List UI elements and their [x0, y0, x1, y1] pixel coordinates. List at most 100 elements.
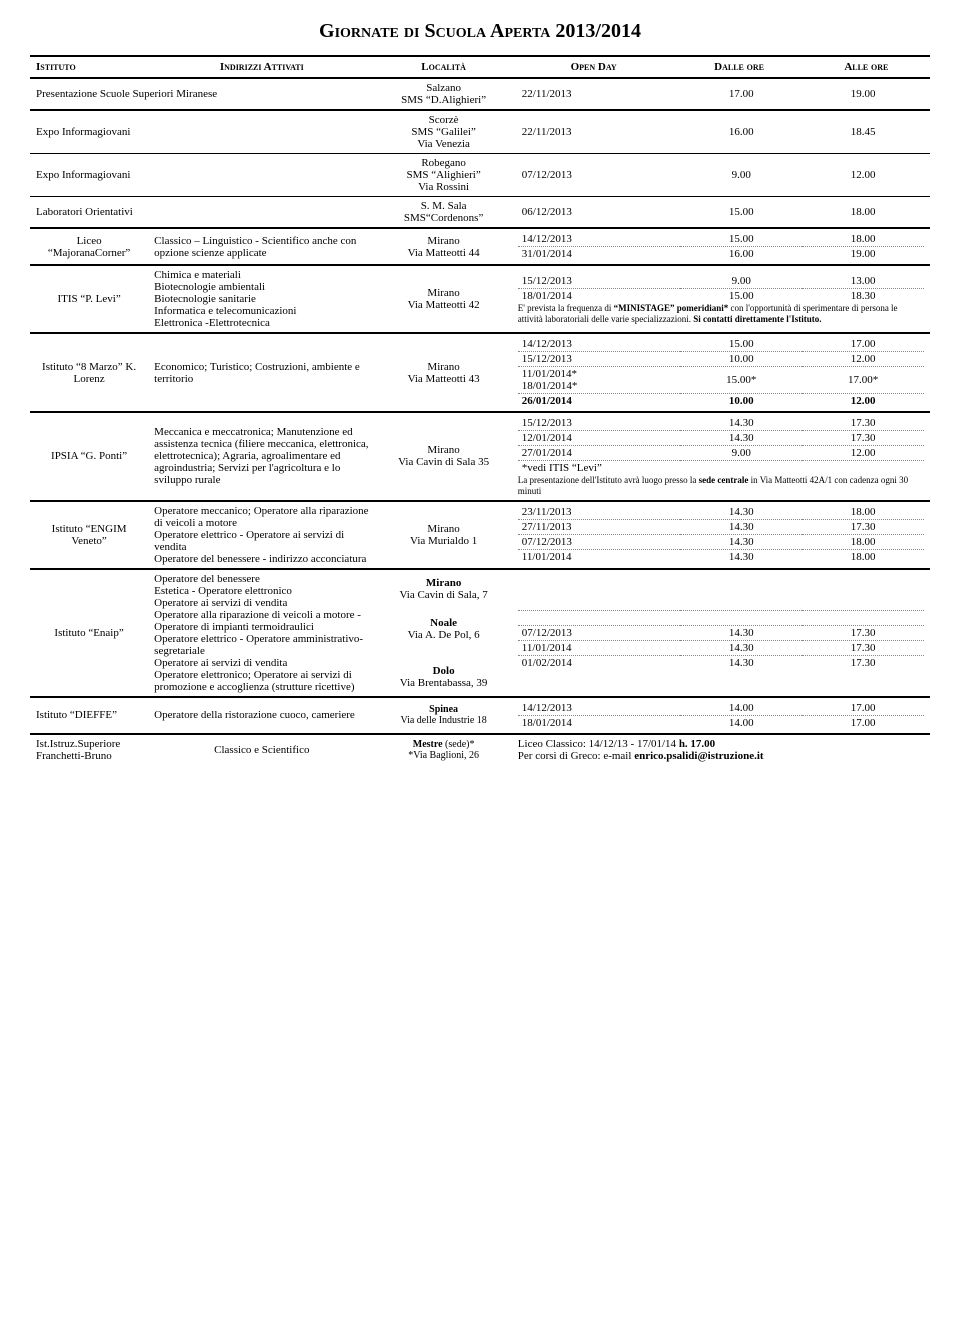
schedule: 23/11/201314.3018.0027/11/201314.3017.30… [518, 505, 924, 564]
schedule: 22/11/201317.0019.00 [518, 87, 924, 101]
cell-localita: S. M. SalaSMS“Cordenons” [375, 197, 511, 229]
cell-localita: MiranoVia Matteotti 42 [375, 265, 511, 333]
sched-date: 01/02/2014 [518, 655, 680, 670]
schedule: 07/12/201314.3017.3011/01/201414.3017.30… [518, 596, 924, 670]
sched-date: 22/11/2013 [518, 87, 680, 101]
cell-istituto: IPSIA “G. Ponti” [30, 412, 148, 501]
sched-to: 12.00 [802, 394, 924, 409]
cell-istituto: Expo Informagiovani [30, 154, 375, 197]
table-row: Ist.Istruz.SuperioreFranchetti-BrunoClas… [30, 734, 930, 765]
sched-from: 15.00 [680, 337, 802, 352]
table-row: Liceo “MajoranaCorner”Classico – Linguis… [30, 228, 930, 265]
sched-to: 18.00 [802, 550, 924, 565]
cell-localita: MiranoVia Cavin di Sala, 7NoaleVia A. De… [375, 569, 511, 697]
sched-to: 17.30 [802, 416, 924, 431]
sched-from: 14.30 [680, 625, 802, 640]
sched-to: 18.30 [802, 288, 924, 303]
sched-date: 26/01/2014 [518, 394, 680, 409]
cell-schedule: 14/12/201314.0017.0018/01/201414.0017.00 [512, 697, 930, 734]
cell-indirizzi: Operatore della ristorazione cuoco, came… [148, 697, 375, 734]
cell-istituto: Istituto “8 Marzo” K. Lorenz [30, 333, 148, 412]
cell-istituto: Istituto “ENGIM Veneto” [30, 501, 148, 569]
cell-istituto: Laboratori Orientativi [30, 197, 375, 229]
sched-from: 14.00 [680, 701, 802, 716]
cell-istituto: Expo Informagiovani [30, 110, 375, 154]
sched-date: 15/12/2013 [518, 416, 680, 431]
schedule: 14/12/201314.0017.0018/01/201414.0017.00 [518, 701, 924, 730]
sched-to: 19.00 [802, 247, 924, 262]
cell-localita: ScorzèSMS “Galilei”Via Venezia [375, 110, 511, 154]
cell-schedule: 15/12/20139.0013.0018/01/201415.0018.30E… [512, 265, 930, 333]
cell-indirizzi: Economico; Turistico; Costruzioni, ambie… [148, 333, 375, 412]
main-table: Istituto Indirizzi Attivati Località Ope… [30, 55, 930, 765]
schedule: 06/12/201315.0018.00 [518, 205, 924, 219]
sched-date: 07/12/2013 [518, 535, 680, 550]
sched-from: 10.00 [680, 352, 802, 367]
cell-schedule: 14/12/201315.0018.0031/01/201416.0019.00 [512, 228, 930, 265]
sched-to: 17.30 [802, 625, 924, 640]
cell-localita: MiranoVia Matteotti 44 [375, 228, 511, 265]
sched-to: 13.00 [802, 274, 924, 289]
sched-date: 31/01/2014 [518, 247, 680, 262]
sched-from: 14.30 [680, 550, 802, 565]
schedule: 07/12/20139.0012.00 [518, 168, 924, 182]
sched-date: 22/11/2013 [518, 125, 680, 139]
sched-from: 15.00 [680, 288, 802, 303]
sched-date: 14/12/2013 [518, 337, 680, 352]
th-alle: Alle ore [803, 56, 930, 78]
table-row: Expo InformagiovaniScorzèSMS “Galilei”Vi… [30, 110, 930, 154]
sched-to: 18.00 [802, 232, 924, 247]
sched-date: 06/12/2013 [518, 205, 680, 219]
sched-from: 14.30 [680, 640, 802, 655]
sched-to: 12.00 [802, 352, 924, 367]
sched-from: 15.00 [680, 205, 802, 219]
sched-to: 17.00 [802, 701, 924, 716]
sched-to: 17.30 [802, 640, 924, 655]
sched-to: 19.00 [802, 87, 924, 101]
cell-istituto: ITIS “P. Levi” [30, 265, 148, 333]
sched-date: 07/12/2013 [518, 168, 680, 182]
sched-date: 14/12/2013 [518, 701, 680, 716]
sched-from: 14.30 [680, 505, 802, 520]
sched-date: 15/12/2013 [518, 352, 680, 367]
th-dalle: Dalle ore [675, 56, 802, 78]
cell-indirizzi: Classico – Linguistico - Scientifico anc… [148, 228, 375, 265]
sched-date: 27/11/2013 [518, 520, 680, 535]
cell-schedule: 22/11/201316.0018.45 [512, 110, 930, 154]
cell-schedule: 07/12/20139.0012.00 [512, 154, 930, 197]
sched-from: 9.00 [680, 274, 802, 289]
sched-date: 11/01/2014*18/01/2014* [518, 367, 680, 394]
sched-date: 27/01/2014 [518, 446, 680, 461]
cell-localita: MiranoVia Cavin di Sala 35 [375, 412, 511, 501]
sched-to [802, 461, 924, 476]
sched-to: 12.00 [802, 168, 924, 182]
schedule: 22/11/201316.0018.45 [518, 125, 924, 139]
sched-from: 14.30 [680, 431, 802, 446]
table-row: Istituto “8 Marzo” K. LorenzEconomico; T… [30, 333, 930, 412]
cell-indirizzi: Operatore meccanico; Operatore alla ripa… [148, 501, 375, 569]
sched-from: 14.30 [680, 655, 802, 670]
note: E' prevista la frequenza di “MINISTAGE” … [518, 303, 924, 325]
sched-from: 14.30 [680, 416, 802, 431]
table-row: Laboratori OrientativiS. M. SalaSMS“Cord… [30, 197, 930, 229]
sched-date: 23/11/2013 [518, 505, 680, 520]
cell-schedule: 07/12/201314.3017.3011/01/201414.3017.30… [512, 569, 930, 697]
cell-istituto: Presentazione Scuole Superiori Miranese [30, 78, 375, 110]
sched-to: 17.30 [802, 655, 924, 670]
cell-istituto: Ist.Istruz.SuperioreFranchetti-Bruno [30, 734, 148, 765]
sched-date: 07/12/2013 [518, 625, 680, 640]
th-openday: Open Day [512, 56, 676, 78]
th-indirizzi: Indirizzi Attivati [148, 56, 375, 78]
sched-to: 17.00* [802, 367, 924, 394]
cell-istituto: Istituto “Enaip” [30, 569, 148, 697]
cell-localita: SpineaVia delle Industrie 18 [375, 697, 511, 734]
page-title: Giornate di Scuola Aperta 2013/2014 [30, 20, 930, 43]
cell-text: Liceo Classico: 14/12/13 - 17/01/14 h. 1… [512, 734, 930, 765]
sched-from: 15.00 [680, 232, 802, 247]
table-row: ITIS “P. Levi”Chimica e materialiBiotecn… [30, 265, 930, 333]
sched-date: 12/01/2014 [518, 431, 680, 446]
cell-localita: MiranoVia Murialdo 1 [375, 501, 511, 569]
cell-schedule: 23/11/201314.3018.0027/11/201314.3017.30… [512, 501, 930, 569]
cell-schedule: 06/12/201315.0018.00 [512, 197, 930, 229]
cell-indirizzi: Meccanica e meccatronica; Manutenzione e… [148, 412, 375, 501]
